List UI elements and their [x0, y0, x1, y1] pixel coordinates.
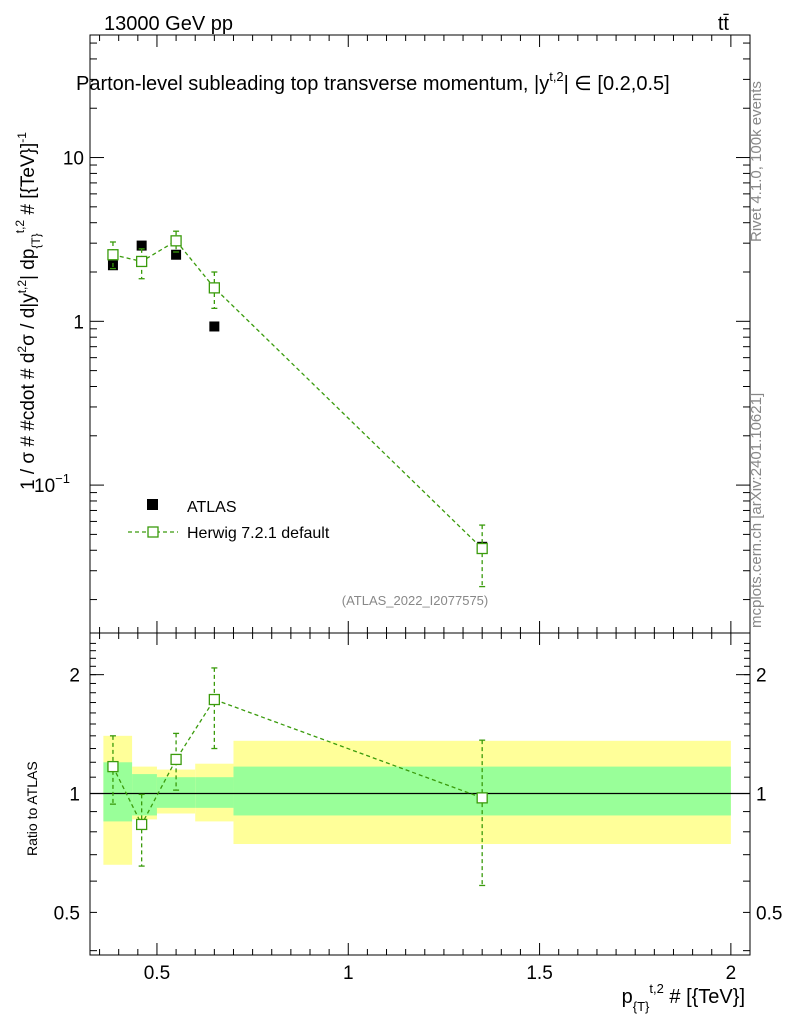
herwig-point: [136, 255, 148, 268]
atlas-data-point: [171, 249, 182, 260]
process-label: tt̄: [718, 13, 730, 35]
main-y-label: 1 / σ # #cdot # d2σ / d|yt,2| dp{T}t,2 #…: [13, 132, 43, 490]
y-tick-label: 1: [73, 312, 84, 333]
herwig-ratio-point: [170, 753, 182, 766]
uncertainty-band-inner: [156, 777, 196, 808]
x-tick-label: 0.5: [144, 963, 170, 984]
legend: ATLAS Herwig 7.2.1 default: [128, 499, 330, 542]
herwig-line: [112, 239, 483, 549]
legend-atlas-marker: [147, 499, 158, 510]
legend-mc-marker: [147, 526, 159, 538]
plot-title: Parton-level subleading top transverse m…: [76, 69, 670, 95]
y-tick-label: 1: [69, 785, 80, 806]
y-tick-label: 10−1: [34, 471, 70, 497]
herwig-point: [208, 282, 220, 294]
y-tick-label-right: 0.5: [756, 903, 782, 924]
y-tick-label: 0.5: [54, 903, 80, 924]
analysis-id: (ATLAS_2022_I2077575): [342, 593, 488, 608]
y-tick-label-right: 1: [756, 785, 767, 806]
ratio-y-label: Ratio to ATLAS: [24, 761, 40, 856]
legend-mc-label: Herwig 7.2.1 default: [187, 525, 330, 542]
herwig-ratio-point: [476, 792, 488, 804]
herwig-ratio-point: [208, 693, 220, 706]
x-tick-label: 1: [343, 963, 354, 984]
y-tick-label-right: 2: [756, 666, 767, 687]
herwig-ratio-line: [112, 698, 483, 826]
herwig-point: [170, 235, 182, 247]
herwig-point: [107, 249, 119, 261]
mcplots-label: mcplots.cern.ch [arXiv:2401.10621]: [748, 393, 765, 628]
y-tick-label: 2: [69, 666, 80, 687]
herwig-point: [476, 542, 488, 555]
herwig-ratio-point: [107, 760, 119, 773]
energy-label: 13000 GeV pp: [104, 13, 233, 35]
atlas-data-point: [209, 321, 220, 332]
uncertainty-band-inner: [195, 777, 234, 808]
x-tick-label: 2: [726, 963, 737, 984]
main-frame: [89, 34, 751, 634]
main-panel: 10 1 10−1: [34, 34, 751, 634]
ratio-panel: 2 2 1 1 0.5 0.5 0.5 1 1.5 2: [54, 632, 782, 984]
legend-atlas-label: ATLAS: [187, 499, 237, 516]
y-tick-label: 10: [63, 149, 84, 170]
x-axis-label: p{T}t,2 # [{TeV}]: [622, 981, 745, 1014]
atlas-data-point: [136, 240, 147, 251]
herwig-ratio-point: [136, 818, 148, 831]
x-tick-label: 1.5: [526, 963, 552, 984]
rivet-label: Rivet 4.1.0, 100k events: [748, 81, 765, 242]
